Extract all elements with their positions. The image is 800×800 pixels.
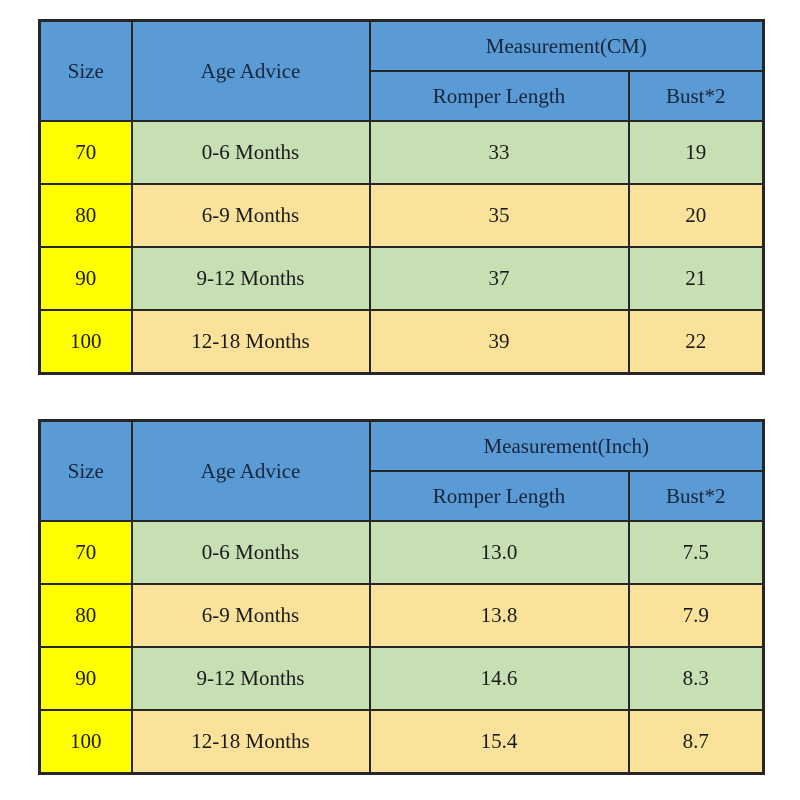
header-cell-age-advice: Age Advice: [130, 419, 371, 522]
size-cell: 80: [38, 183, 133, 248]
header-cell-romper-length: Romper Length: [368, 470, 630, 522]
size-cell: 100: [38, 709, 133, 775]
size-cell: 70: [38, 520, 133, 585]
bust-cell: 22: [627, 309, 765, 375]
subheader-row: Romper Length Bust*2: [40, 70, 765, 122]
header-cell-bust: Bust*2: [627, 70, 765, 122]
bust-cell: 20: [627, 183, 765, 248]
table-row: 70 0-6 Months 33 19: [38, 120, 765, 185]
bust-cell: 8.3: [627, 646, 765, 711]
bust-cell: 21: [627, 246, 765, 311]
bust-cell: 7.5: [627, 520, 765, 585]
header-row: Size Age Advice Measurement(CM): [38, 19, 765, 122]
header-cell-age-advice: Age Advice: [130, 19, 371, 122]
age-cell: 0-6 Months: [130, 520, 371, 585]
table-row: 80 6-9 Months 35 20: [38, 183, 765, 248]
romper-length-cell: 13.0: [368, 520, 630, 585]
size-cell: 90: [38, 246, 133, 311]
table-row: 100 12-18 Months 39 22: [38, 309, 765, 375]
bust-cell: 8.7: [627, 709, 765, 775]
header-cell-measurement-inch: Measurement(Inch): [368, 419, 765, 472]
subheader-row: Romper Length Bust*2: [40, 470, 765, 522]
size-cell: 90: [38, 646, 133, 711]
table-row: 80 6-9 Months 13.8 7.9: [38, 583, 765, 648]
age-cell: 0-6 Months: [130, 120, 371, 185]
size-chart-inch-table: Size Age Advice Measurement(Inch) Romper…: [38, 419, 765, 775]
age-cell: 12-18 Months: [130, 309, 371, 375]
romper-length-cell: 33: [368, 120, 630, 185]
size-chart-cm-table: Size Age Advice Measurement(CM) Romper L…: [38, 19, 765, 375]
romper-length-cell: 14.6: [368, 646, 630, 711]
age-cell: 6-9 Months: [130, 583, 371, 648]
table-row: 90 9-12 Months 37 21: [38, 246, 765, 311]
size-cell: 80: [38, 583, 133, 648]
bust-cell: 7.9: [627, 583, 765, 648]
header-cell-bust: Bust*2: [627, 470, 765, 522]
table-row: 100 12-18 Months 15.4 8.7: [38, 709, 765, 775]
header-cell-romper-length: Romper Length: [368, 70, 630, 122]
header-cell-measurement-cm: Measurement(CM): [368, 19, 765, 72]
header-row: Size Age Advice Measurement(Inch): [38, 419, 765, 522]
romper-length-cell: 37: [368, 246, 630, 311]
table-row: 90 9-12 Months 14.6 8.3: [38, 646, 765, 711]
romper-length-cell: 13.8: [368, 583, 630, 648]
size-cell: 70: [38, 120, 133, 185]
age-cell: 9-12 Months: [130, 646, 371, 711]
header-cell-size: Size: [38, 419, 133, 522]
age-cell: 9-12 Months: [130, 246, 371, 311]
header-cell-size: Size: [38, 19, 133, 122]
romper-length-cell: 15.4: [368, 709, 630, 775]
romper-length-cell: 39: [368, 309, 630, 375]
romper-length-cell: 35: [368, 183, 630, 248]
age-cell: 6-9 Months: [130, 183, 371, 248]
size-cell: 100: [38, 309, 133, 375]
age-cell: 12-18 Months: [130, 709, 371, 775]
table-row: 70 0-6 Months 13.0 7.5: [38, 520, 765, 585]
bust-cell: 19: [627, 120, 765, 185]
